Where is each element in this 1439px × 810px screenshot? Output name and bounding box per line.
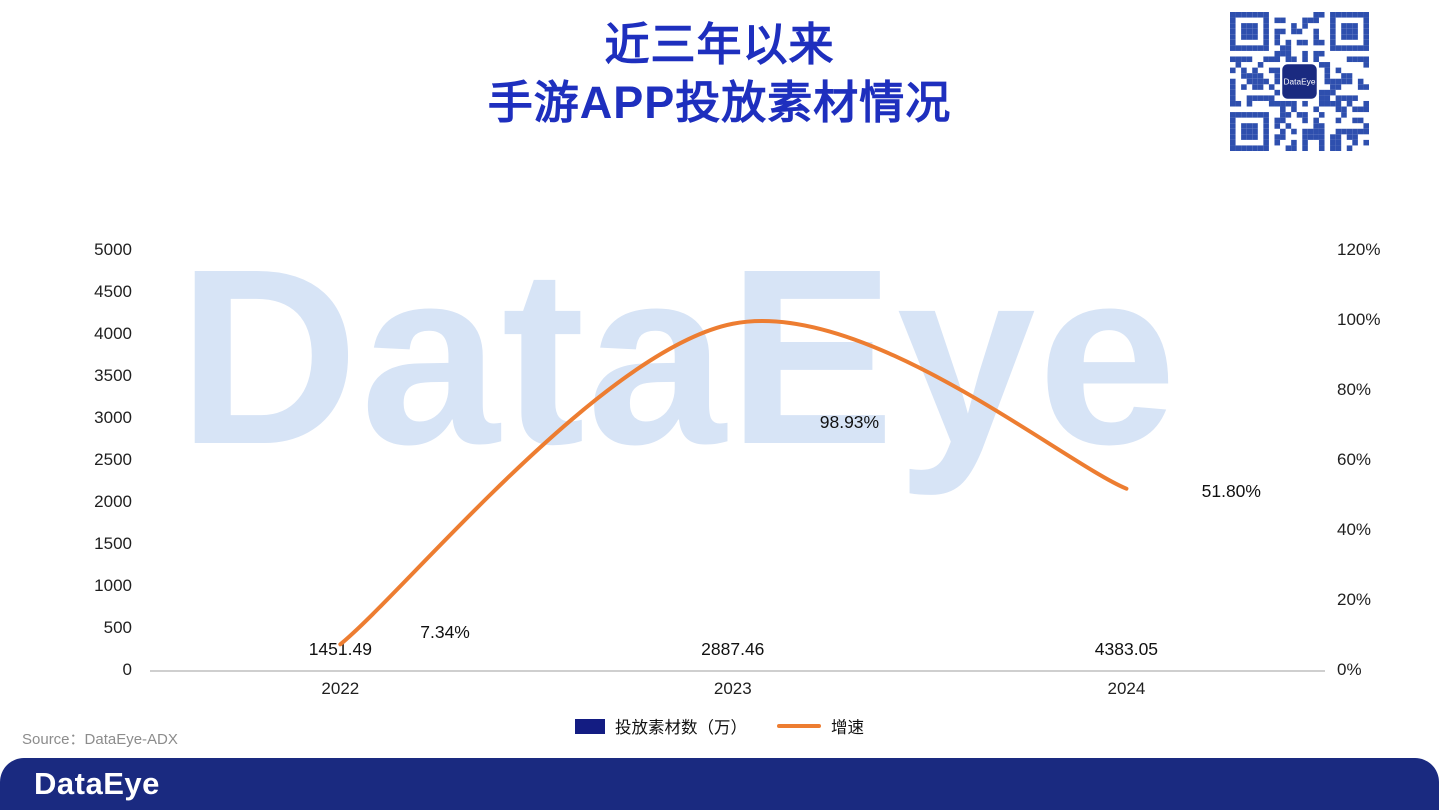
right-axis-tick: 20% xyxy=(1337,590,1372,609)
growth-line xyxy=(150,250,1325,670)
left-axis-tick: 500 xyxy=(103,618,132,637)
bar-value-label: 1451.49 xyxy=(308,639,372,659)
legend-line-swatch xyxy=(777,724,821,728)
bar-value-label: 4383.05 xyxy=(1094,639,1159,659)
left-axis-ticks: 5000 4500 4000 3500 3000 2500 2000 1500 … xyxy=(62,240,132,680)
plot-area: 1451.49 2887.46 4383.05 7.34% 98.93% 51.… xyxy=(150,250,1325,698)
left-axis-tick: 4000 xyxy=(94,324,132,343)
title-line-2: 手游APP投放素材情况 xyxy=(487,76,952,128)
growth-line-path xyxy=(340,321,1126,644)
left-axis-tick: 1000 xyxy=(94,576,132,595)
svg-text:DataEye: DataEye xyxy=(1284,76,1316,86)
legend-bar-swatch xyxy=(575,718,605,734)
line-value-label: 98.93% xyxy=(819,411,880,432)
source-text: Source：DataEye-ADX xyxy=(22,731,178,748)
bar-value-label: 2887.46 xyxy=(701,639,765,659)
legend-bar-label: 投放素材数（万） xyxy=(615,719,747,737)
bar-group-2024: 4383.05 xyxy=(1056,639,1197,670)
qr-code-icon: DataEye xyxy=(1230,12,1369,151)
page-title: 近三年以来 手游APP投放素材情况 xyxy=(0,16,1439,131)
right-axis-tick: 80% xyxy=(1337,380,1372,399)
left-axis-tick: 4500 xyxy=(94,282,132,301)
line-value-label: 51.80% xyxy=(1201,481,1261,501)
bar-group-2022: 1451.49 xyxy=(270,639,411,670)
footer-bar: DataEye xyxy=(0,758,1439,810)
left-axis-tick: 2500 xyxy=(94,450,132,469)
right-axis-ticks: 120% 100% 80% 60% 40% 20% 0% xyxy=(1337,240,1409,680)
left-axis-tick: 2000 xyxy=(94,492,132,511)
dataeye-logo: DataEye xyxy=(34,766,160,801)
left-axis-tick: 1500 xyxy=(94,534,132,553)
title-line-1: 近三年以来 xyxy=(604,19,835,70)
right-axis-tick: 100% xyxy=(1337,310,1381,329)
left-axis-tick: 5000 xyxy=(94,240,132,259)
left-axis-tick: 3500 xyxy=(94,366,132,385)
left-axis-tick: 3000 xyxy=(94,408,132,427)
x-axis-label: 2024 xyxy=(1107,679,1146,698)
left-axis-tick: 0 xyxy=(122,660,132,679)
line-value-label: 7.34% xyxy=(420,621,470,642)
legend-line-label: 增速 xyxy=(831,719,864,737)
x-axis-label: 2023 xyxy=(713,679,752,698)
right-axis-tick: 60% xyxy=(1337,450,1372,469)
right-axis-tick: 40% xyxy=(1337,520,1372,539)
bar-group-2023: 2887.46 xyxy=(662,639,803,670)
legend: 投放素材数（万） 增速 xyxy=(0,714,1439,738)
right-axis-tick: 0% xyxy=(1337,660,1362,679)
right-axis-tick: 120% xyxy=(1337,240,1381,259)
x-axis-label: 2022 xyxy=(321,679,360,698)
